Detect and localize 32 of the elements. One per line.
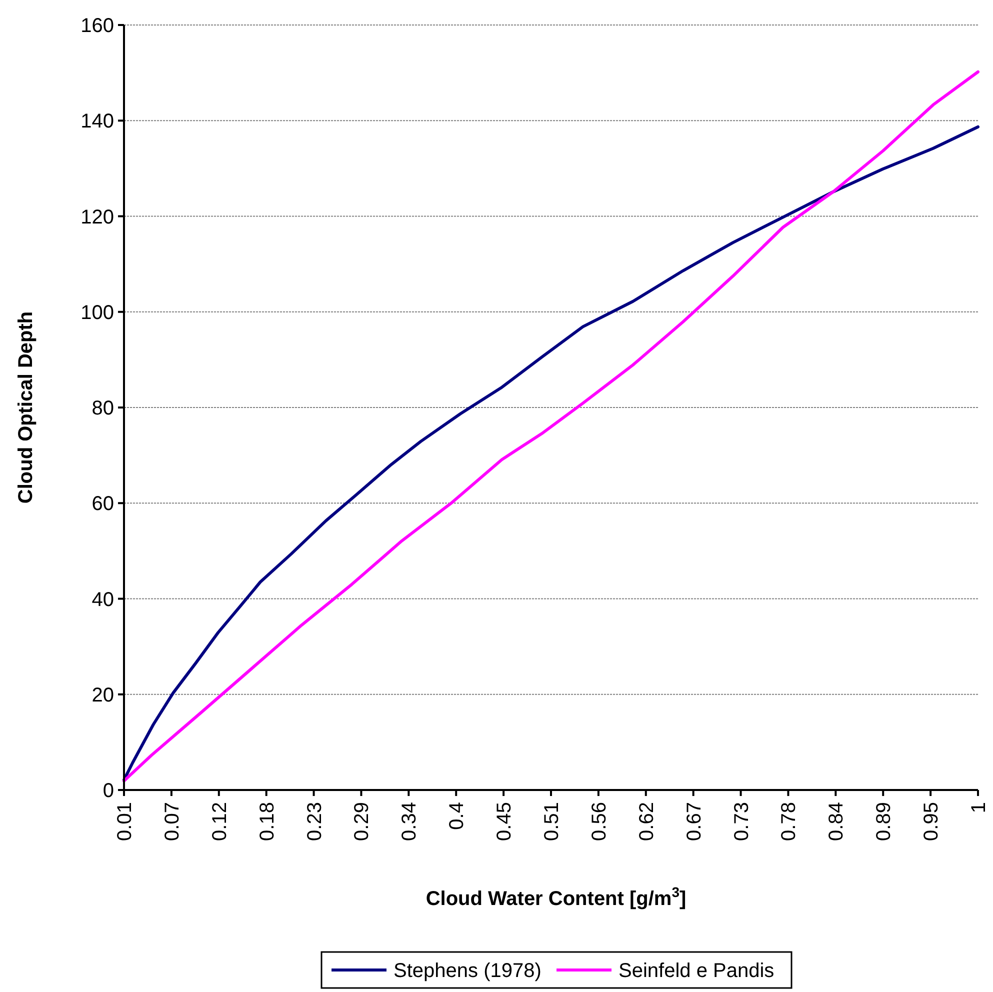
x-tick-label: 0.73 — [730, 802, 753, 841]
x-tick-label: 0.62 — [636, 802, 658, 841]
y-tick-label: 80 — [92, 398, 114, 420]
x-tick-label: 0.12 — [208, 802, 231, 841]
x-tick-label: 0.56 — [588, 802, 610, 841]
y-axis-title: Cloud Optical Depth — [15, 311, 37, 504]
x-tick-label: 0.4 — [446, 802, 468, 830]
y-tick-label: 140 — [80, 110, 114, 133]
x-tick-label: 0.67 — [683, 802, 706, 841]
x-tick-label: 1 — [968, 802, 990, 814]
x-tick-label: 0.84 — [826, 802, 848, 841]
y-tick-label: 100 — [80, 302, 114, 324]
y-tick-label: 20 — [92, 684, 114, 706]
x-tick-label: 0.29 — [351, 802, 374, 841]
x-tick-label: 0.34 — [398, 802, 421, 841]
y-tick-label: 160 — [80, 15, 114, 37]
x-tick-label: 0.07 — [161, 802, 184, 841]
x-tick-label: 0.89 — [873, 802, 896, 841]
x-tick-label: 0.18 — [256, 802, 278, 841]
x-tick-label: 0.95 — [920, 802, 943, 841]
y-tick-label: 120 — [80, 206, 114, 228]
x-tick-label: 0.23 — [304, 802, 326, 841]
x-tick-label: 0.45 — [494, 802, 516, 841]
legend-label: Seinfeld e Pandis — [618, 960, 774, 982]
legend-label: Stephens (1978) — [394, 960, 542, 982]
x-tick-label: 0.01 — [114, 802, 136, 841]
y-tick-label: 40 — [92, 588, 114, 611]
y-tick-label: 60 — [92, 493, 114, 516]
y-tick-label: 0 — [102, 780, 114, 802]
x-tick-label: 0.51 — [541, 802, 563, 841]
x-axis-title: Cloud Water Content [g/m$^{3}$] — [426, 884, 686, 910]
x-tick-label: 0.78 — [778, 802, 800, 841]
